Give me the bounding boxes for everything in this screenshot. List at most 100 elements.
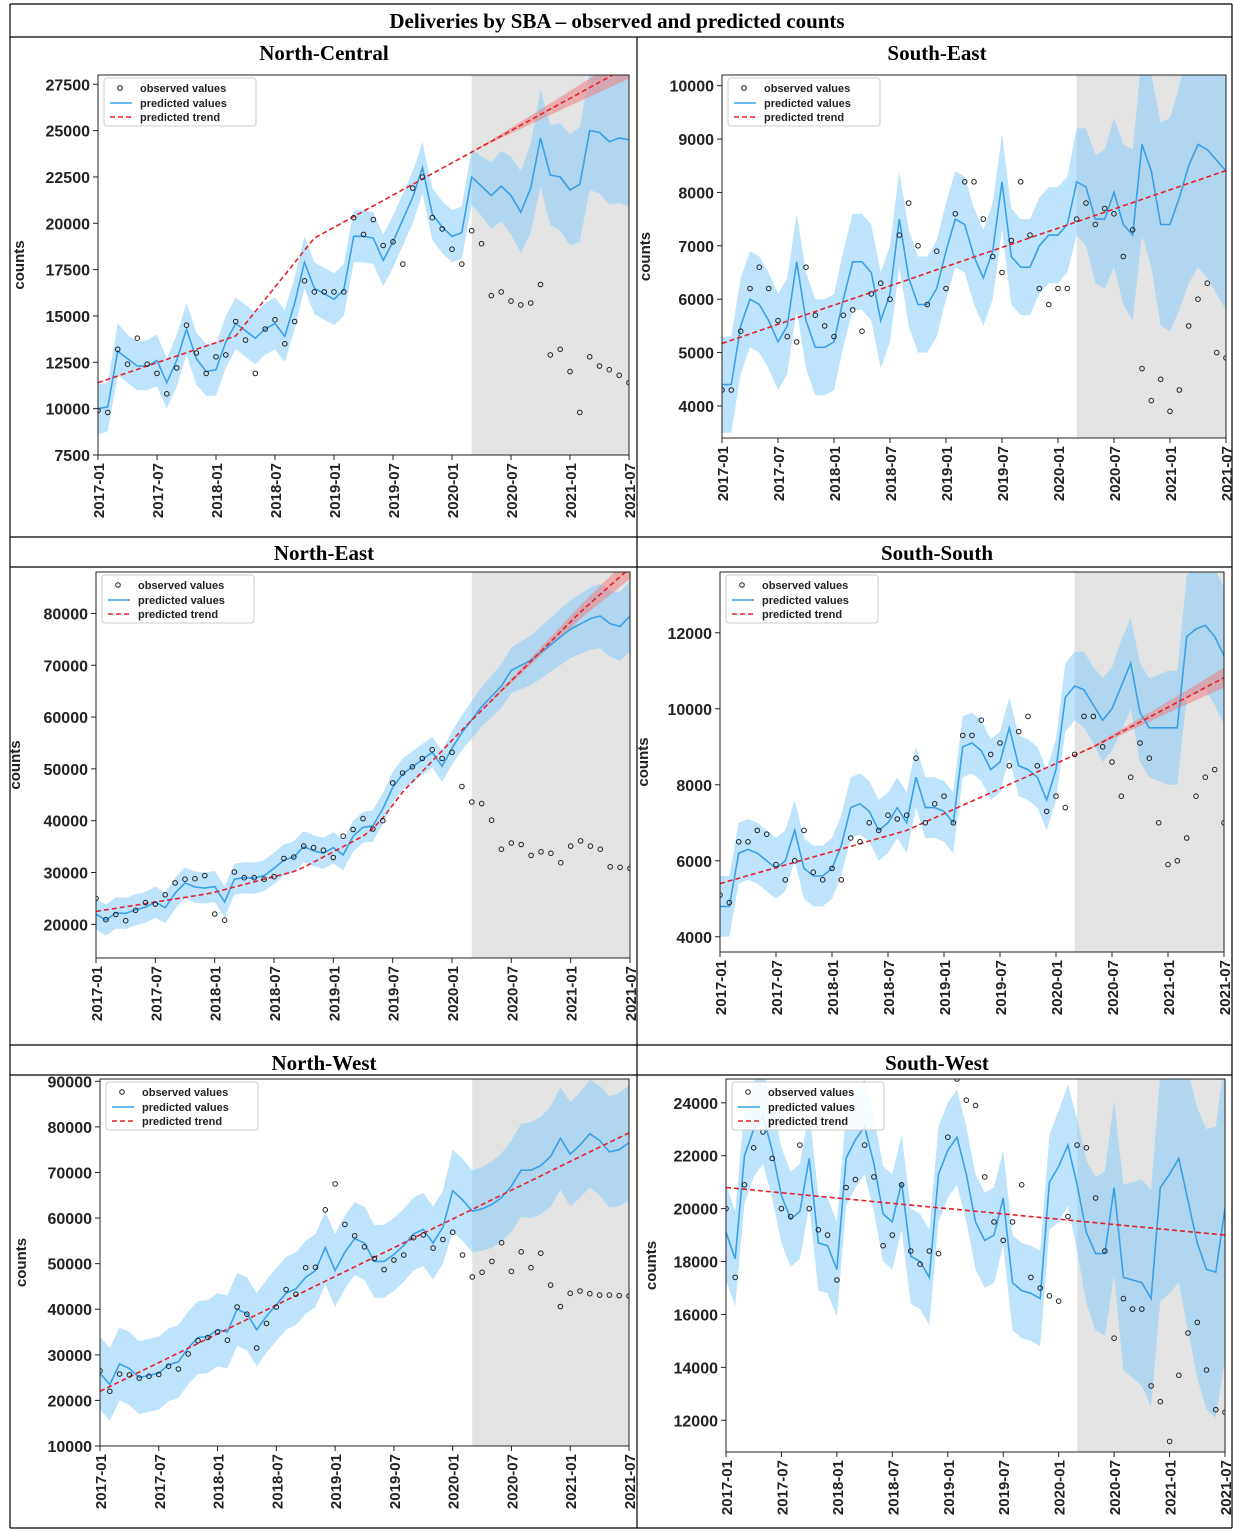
y-tick-label: 10000 (668, 702, 713, 719)
x-tick-label: 2017-07 (771, 446, 788, 501)
legend-observed-marker (115, 582, 121, 588)
x-tick-label: 2021-01 (1161, 960, 1178, 1015)
observed-point (1043, 808, 1050, 815)
observed-point (261, 876, 267, 883)
observed-point (244, 1311, 250, 1317)
y-tick-label: 70000 (48, 1165, 93, 1182)
y-tick-label: 10000 (46, 402, 91, 419)
observed-point (754, 827, 761, 834)
x-tick-label: 2019-01 (941, 1460, 958, 1515)
observed-point (302, 1264, 309, 1271)
observed-point (926, 1248, 933, 1254)
observed-point (440, 1236, 446, 1243)
observed-point (478, 800, 485, 807)
observed-point (1046, 1293, 1053, 1299)
y-tick-label: 8000 (676, 778, 712, 795)
observed-point (866, 820, 873, 826)
y-tick-label: 4000 (678, 399, 714, 416)
trend-band (471, 572, 630, 721)
observed-point (1053, 793, 1059, 800)
x-tick-label: 2021-07 (623, 966, 640, 1021)
legend-trend-label: predicted trend (762, 609, 842, 621)
observed-point (322, 1207, 329, 1213)
predicted-band (100, 1079, 629, 1421)
observed-point (518, 841, 525, 848)
observed-point (156, 1371, 162, 1378)
observed-point (1193, 793, 1199, 800)
x-tick-label: 2020-01 (1051, 446, 1068, 501)
x-tick-label: 2017-01 (89, 966, 106, 1021)
legend-observed-marker (119, 1089, 125, 1095)
x-tick-label: 2019-07 (995, 446, 1012, 501)
observed-point (803, 264, 809, 271)
y-tick-label: 27500 (46, 77, 91, 94)
observed-point (469, 799, 475, 805)
observed-point (154, 370, 160, 377)
x-tick-label: 2019-01 (327, 463, 344, 518)
observed-point (389, 780, 396, 786)
x-tick-label: 2018-07 (268, 463, 285, 518)
legend-trend-label: predicted trend (138, 609, 218, 621)
chart-title: North-West (272, 1051, 377, 1075)
observed-point (801, 827, 807, 834)
observed-point (96, 895, 99, 902)
observed-point (840, 312, 847, 319)
observed-point (172, 880, 178, 886)
x-tick-label: 2017-01 (91, 463, 108, 518)
observed-point (342, 1221, 348, 1228)
observed-point (773, 861, 779, 868)
observed-point (745, 839, 751, 845)
observed-point (202, 872, 208, 879)
observed-point (221, 917, 228, 924)
observed-point (332, 1181, 338, 1187)
observed-point (1111, 1335, 1117, 1341)
legend-predicted-label: predicted values (768, 1102, 855, 1114)
observed-point (281, 855, 287, 862)
observed-point (224, 1337, 231, 1343)
y-axis-label: counts (7, 740, 24, 789)
observed-point (775, 317, 781, 324)
observed-point (922, 820, 929, 826)
x-tick-label: 2018-07 (883, 446, 900, 501)
observed-point (831, 333, 837, 340)
legend-observed-marker (741, 85, 747, 91)
legend-predicted-label: predicted values (140, 98, 227, 110)
observed-point (913, 755, 919, 762)
observed-point (459, 1252, 466, 1258)
plot-border (99, 1078, 630, 1447)
observed-point (741, 1182, 748, 1188)
legend-observed-label: observed values (142, 1087, 228, 1099)
observed-point (1165, 861, 1171, 868)
observed-point (1083, 200, 1089, 206)
legend-box (727, 77, 881, 127)
observed-point (183, 322, 190, 329)
observed-point (1127, 774, 1134, 781)
observed-point (538, 1250, 544, 1256)
observed-point (769, 1155, 776, 1162)
observed-point (961, 179, 968, 185)
observed-point (887, 296, 893, 303)
legend-predicted-label: predicted values (764, 98, 851, 110)
observed-point (597, 846, 604, 853)
x-tick-label: 2021-01 (1163, 1460, 1180, 1515)
plot-area (100, 1079, 629, 1446)
observed-point (586, 354, 593, 360)
observed-point (1204, 280, 1211, 287)
observed-point (1176, 387, 1183, 393)
trend-line (96, 572, 627, 913)
observed-point (469, 1274, 476, 1280)
predicted-band (720, 572, 1224, 937)
observed-point (232, 318, 239, 325)
y-tick-label: 25000 (46, 124, 91, 141)
x-tick-label: 2018-07 (269, 1454, 286, 1509)
observed-point (791, 858, 798, 864)
observed-point (1157, 376, 1164, 383)
panels: North-Central 7500 10000 12500 15000 17500 200… (7, 41, 1234, 1515)
observed-point (1155, 820, 1162, 826)
y-tick-label: 40000 (44, 814, 89, 831)
observed-point (419, 174, 426, 180)
observed-point (617, 864, 623, 871)
observed-point (419, 755, 426, 762)
x-tick-label: 2019-07 (386, 463, 403, 518)
x-tick-label: 2019-01 (328, 1454, 345, 1509)
